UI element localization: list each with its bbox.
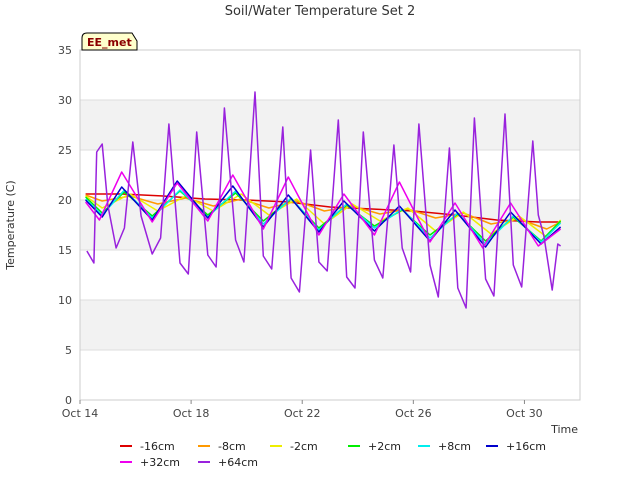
x-tick-label: Oct 14 <box>62 407 99 420</box>
y-tick-label: 0 <box>65 394 72 407</box>
legend-label: +32cm <box>140 456 180 469</box>
x-tick-label: Oct 30 <box>506 407 543 420</box>
badge-label: EE_met <box>87 36 132 49</box>
x-tick-label: Oct 18 <box>173 407 210 420</box>
y-tick-label: 35 <box>58 44 72 57</box>
x-axis-label: Time <box>550 423 578 436</box>
y-tick-label: 25 <box>58 144 72 157</box>
x-axis-ticks: Oct 14 Oct 18 Oct 22 Oct 26 Oct 30 <box>62 400 543 420</box>
plot-band <box>80 150 580 200</box>
plot-band <box>80 50 580 100</box>
y-tick-label: 5 <box>65 344 72 357</box>
legend: -16cm -8cm -2cm +2cm +8cm +16cm +32cm +64cm <box>120 440 546 469</box>
plot-band <box>80 350 580 400</box>
legend-label: +8cm <box>438 440 471 453</box>
x-tick-label: Oct 26 <box>395 407 432 420</box>
y-tick-label: 15 <box>58 244 72 257</box>
legend-label: +64cm <box>218 456 258 469</box>
y-axis-label: Temperature (C) <box>4 180 17 270</box>
legend-label: -8cm <box>218 440 246 453</box>
plot-frame <box>79 49 581 401</box>
chart-title: Soil/Water Temperature Set 2 <box>225 4 416 19</box>
legend-label: -2cm <box>290 440 318 453</box>
plot-band <box>80 250 580 300</box>
series-lines <box>85 91 562 309</box>
badge-box <box>81 32 138 51</box>
badge: EE_met <box>81 32 138 51</box>
y-tick-label: 30 <box>58 94 72 107</box>
plot-band <box>80 100 580 150</box>
series-line-plus64cm <box>86 91 562 309</box>
legend-label: +2cm <box>368 440 401 453</box>
y-axis-ticks: 0 5 10 15 20 25 30 35 <box>58 44 72 407</box>
series-line-plus16cm <box>85 180 562 248</box>
y-tick-label: 10 <box>58 294 72 307</box>
plot-band <box>80 300 580 350</box>
legend-label: +16cm <box>506 440 546 453</box>
y-tick-label: 20 <box>58 194 72 207</box>
series-line-minus8cm <box>85 194 561 230</box>
series-line-plus2cm <box>85 190 562 242</box>
legend-label: -16cm <box>140 440 175 453</box>
x-tick-label: Oct 22 <box>284 407 321 420</box>
